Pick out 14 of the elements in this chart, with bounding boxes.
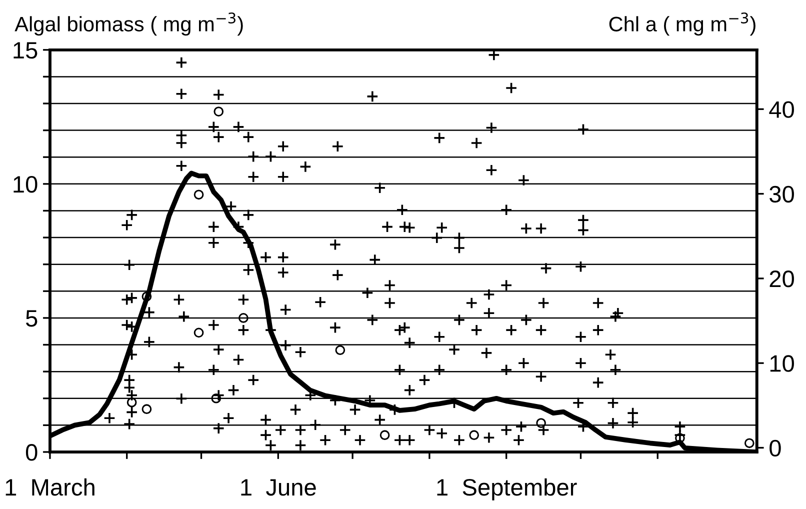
- y-tick-label: 0: [26, 444, 38, 461]
- y2-tick-label: 40: [769, 101, 794, 118]
- y-axis-title: Algal biomass ( mg m$^{−3}$): [14, 12, 243, 36]
- y2-tick-label: 0: [770, 440, 781, 457]
- y-tick-label: 10: [14, 176, 38, 193]
- x-tick-label: 1 September: [437, 478, 577, 500]
- y-tick-label: 15: [14, 42, 38, 59]
- x-tick-label: 1 June: [241, 479, 316, 496]
- y2-axis-title: Chl a ( mg m$^{−3}$): [609, 12, 756, 36]
- y2-tick-label: 30: [770, 186, 794, 203]
- x-tick-label: 1 March: [6, 478, 94, 496]
- y2-tick-label: 10: [770, 355, 794, 372]
- y2-tick-label: 20: [770, 270, 794, 288]
- y-tick-label: 5: [26, 310, 38, 327]
